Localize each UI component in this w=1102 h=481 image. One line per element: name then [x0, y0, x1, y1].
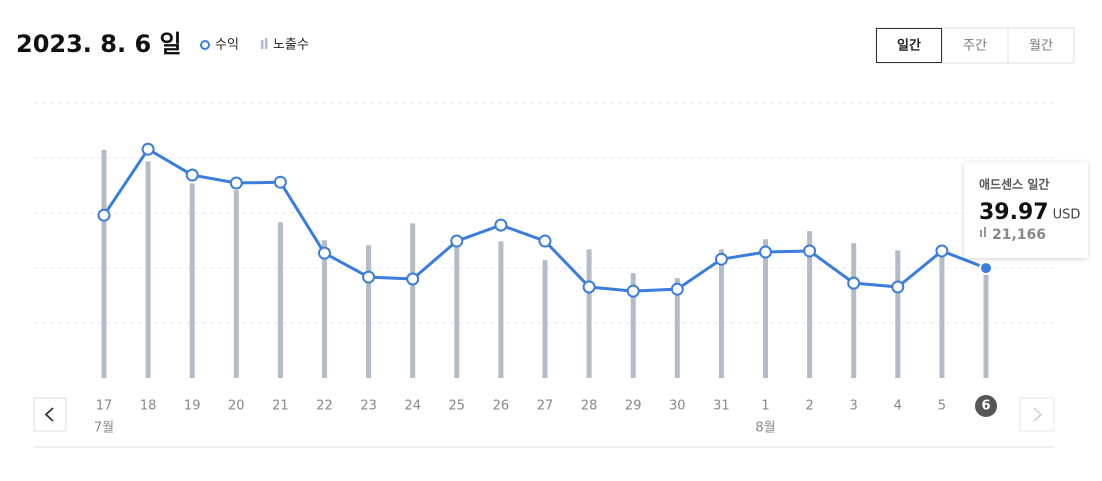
point [714, 252, 728, 266]
period-button-label: 주간 [963, 39, 987, 54]
bar [586, 249, 592, 378]
grid [34, 102, 1054, 324]
month-label: 7월 [94, 421, 114, 436]
x-tick-label: 22 [316, 399, 333, 414]
tooltip-value: 39.97 [979, 200, 1049, 225]
period-button[interactable] [941, 27, 1009, 64]
period-button-label: 월간 [1029, 39, 1053, 54]
legend-icon [260, 40, 264, 49]
bar [542, 260, 548, 378]
tooltip: 애드센스 일간 39.97 USD 21,166 [964, 162, 1088, 258]
x-tick-label: 20 [228, 399, 245, 414]
x-tick-label: 31 [713, 399, 730, 414]
x-tick-label: 24 [404, 399, 421, 414]
tooltip-icon [984, 227, 986, 237]
legend-icon [264, 38, 268, 49]
point [582, 280, 596, 294]
x-tick-label: 23 [360, 399, 377, 414]
x-tick-label: 4 [894, 399, 902, 414]
bar [101, 149, 107, 378]
legend-icon [200, 40, 210, 50]
period-button[interactable] [875, 27, 943, 64]
point [979, 261, 993, 276]
bar [410, 223, 416, 378]
x-tick-label: 5 [938, 399, 946, 414]
bar [189, 183, 195, 378]
next-icon [1033, 407, 1043, 422]
month-label: 8월 [755, 421, 775, 436]
period-button-label: 일간 [897, 38, 921, 54]
x-tick-label: 1 [761, 399, 769, 414]
point [273, 175, 287, 189]
period-button[interactable] [1007, 27, 1075, 64]
period-buttons: 일간 주간 월간 [875, 27, 1075, 64]
point [847, 276, 861, 290]
tooltip-icon [980, 230, 982, 237]
tooltip-box [964, 162, 1088, 258]
tooltip-impressions: 21,166 [992, 227, 1046, 243]
point [670, 282, 684, 296]
point [538, 234, 552, 248]
point [803, 244, 817, 258]
x-tick-label: 2 [805, 399, 813, 414]
bar [983, 268, 989, 378]
bar [277, 222, 283, 378]
point [935, 244, 949, 258]
point [362, 270, 376, 284]
x-tick-label: 17 [96, 399, 113, 414]
bar [454, 240, 460, 378]
point [626, 284, 640, 298]
legend: 수익 노출수 [200, 38, 309, 53]
point [97, 208, 111, 222]
prev-icon [44, 407, 54, 422]
point [891, 280, 905, 294]
bar [807, 231, 813, 378]
prev-button[interactable] [33, 397, 67, 432]
bar [498, 241, 504, 378]
bar [322, 240, 327, 378]
x-tick-label: 6 [981, 399, 990, 414]
point [494, 218, 508, 232]
bar [851, 243, 857, 378]
x-tick-label: 26 [493, 399, 510, 414]
point [406, 272, 420, 286]
tooltip-title: 애드센스 일간 [979, 177, 1049, 192]
x-tick-label: 19 [184, 399, 201, 414]
bar [763, 239, 768, 378]
x-tick-label: 21 [272, 399, 289, 414]
bar [145, 161, 151, 378]
bar [939, 255, 945, 378]
bar [630, 273, 636, 378]
x-tick-label: 18 [140, 399, 157, 414]
legend-label: 수익 [215, 38, 239, 53]
bar [366, 245, 372, 378]
x-tick-label: 29 [625, 399, 642, 414]
plot [97, 142, 993, 378]
point [185, 168, 199, 182]
bar [895, 250, 901, 378]
point [318, 246, 331, 260]
x-tick-label: 3 [850, 399, 858, 414]
chart-title: 2023. 8. 6 일 [16, 30, 182, 58]
selected-day [975, 395, 997, 417]
x-tick-label: 28 [581, 399, 598, 414]
point [759, 245, 772, 259]
bar [233, 190, 239, 378]
legend-label: 노출수 [273, 38, 309, 53]
point [229, 176, 243, 190]
x-tick-label: 27 [537, 399, 554, 414]
tooltip-unit: USD [1053, 208, 1081, 223]
x-tick-label: 30 [669, 399, 686, 414]
bar [718, 249, 724, 378]
point [450, 234, 464, 248]
next-button[interactable] [1019, 397, 1055, 432]
bar [674, 278, 680, 378]
period-button-active [876, 28, 942, 63]
point [141, 142, 155, 156]
x-tick-label: 25 [449, 399, 466, 414]
x-axis: 17 18 19 20 21 22 23 24 25 26 27 28 29 30 31 1 2 3 4 5 67월 8월 [94, 395, 997, 436]
